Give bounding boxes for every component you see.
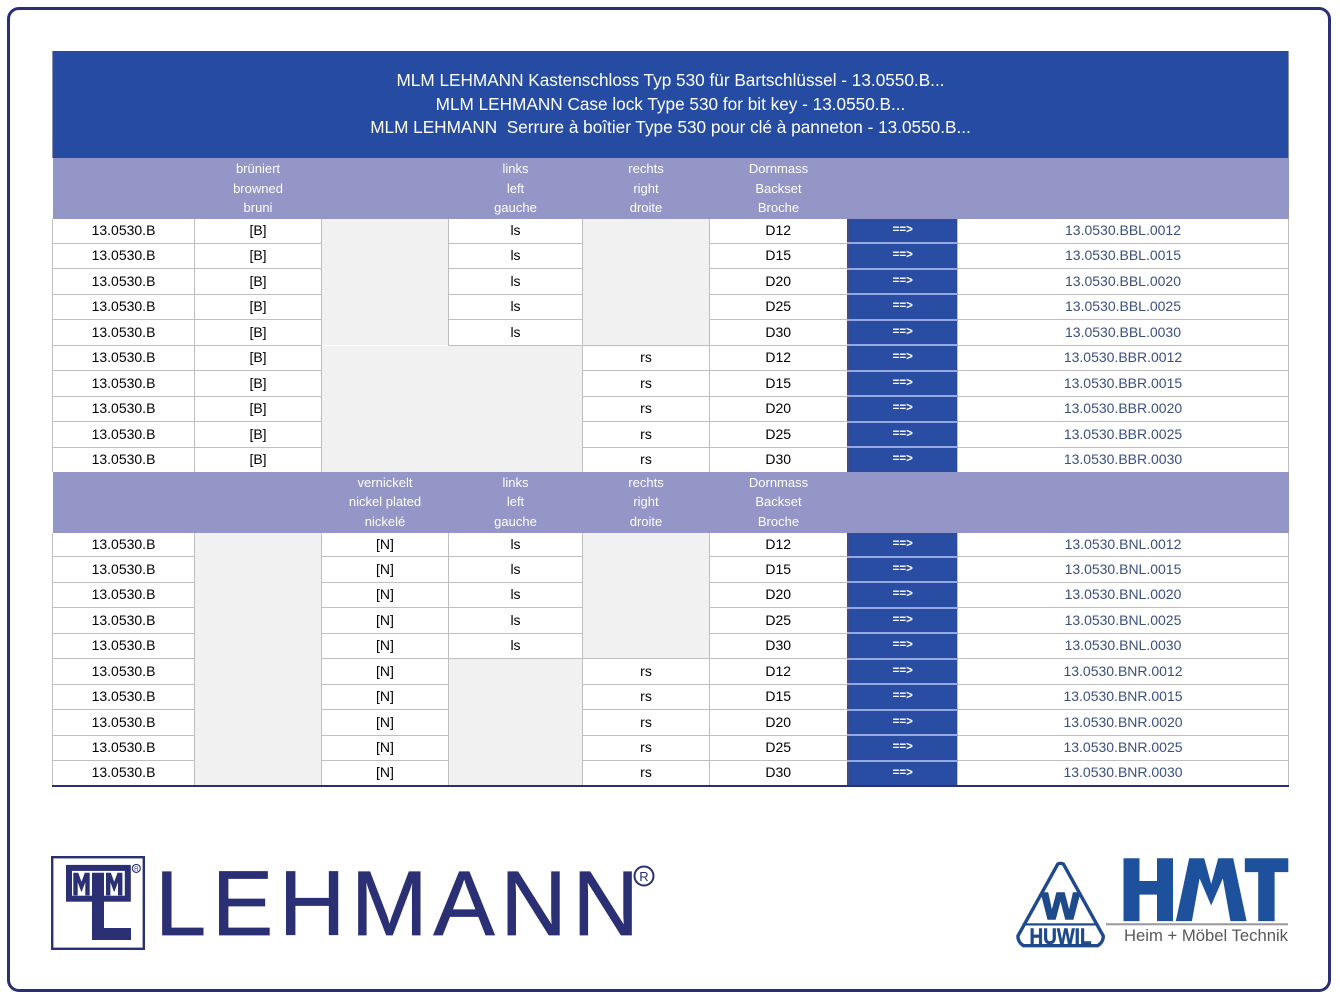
svg-text:R: R (639, 869, 648, 884)
svg-text:Heim + Möbel Technik: Heim + Möbel Technik (1124, 927, 1289, 945)
svg-text:LEHMANN: LEHMANN (155, 853, 639, 955)
svg-text:R: R (134, 866, 139, 873)
svg-text:w: w (1040, 876, 1080, 930)
svg-text:HUWIL: HUWIL (1030, 924, 1092, 949)
